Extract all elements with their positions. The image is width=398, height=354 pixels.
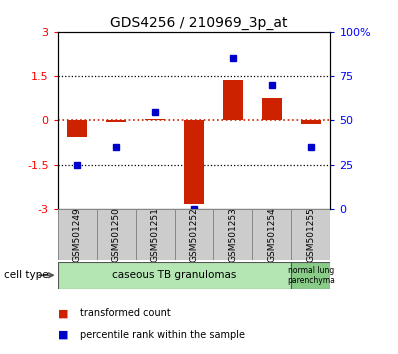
Bar bbox=[223, 80, 243, 120]
Text: percentile rank within the sample: percentile rank within the sample bbox=[80, 330, 245, 339]
Text: GSM501249: GSM501249 bbox=[73, 207, 82, 262]
Text: GSM501251: GSM501251 bbox=[150, 207, 160, 262]
Bar bbox=[262, 98, 282, 120]
Text: GDS4256 / 210969_3p_at: GDS4256 / 210969_3p_at bbox=[110, 16, 288, 30]
Bar bbox=[252, 209, 291, 260]
Bar bbox=[184, 120, 204, 205]
Bar bbox=[67, 120, 87, 137]
Text: transformed count: transformed count bbox=[80, 308, 170, 318]
Bar bbox=[145, 119, 165, 120]
Text: GSM501253: GSM501253 bbox=[228, 207, 238, 262]
Text: GSM501255: GSM501255 bbox=[306, 207, 315, 262]
Bar bbox=[291, 262, 330, 289]
Bar bbox=[136, 209, 175, 260]
Bar bbox=[175, 209, 213, 260]
Bar bbox=[301, 120, 321, 124]
Bar bbox=[291, 209, 330, 260]
Bar bbox=[58, 209, 97, 260]
Bar bbox=[106, 120, 126, 122]
Bar bbox=[213, 209, 252, 260]
Text: GSM501250: GSM501250 bbox=[111, 207, 121, 262]
Text: caseous TB granulomas: caseous TB granulomas bbox=[112, 270, 237, 280]
Text: GSM501252: GSM501252 bbox=[189, 207, 199, 262]
Bar bbox=[58, 262, 291, 289]
Text: ■: ■ bbox=[58, 308, 68, 318]
Text: cell type: cell type bbox=[4, 270, 49, 280]
Text: normal lung
parenchyma: normal lung parenchyma bbox=[287, 266, 335, 285]
Bar bbox=[97, 209, 136, 260]
Text: ■: ■ bbox=[58, 330, 68, 339]
Text: GSM501254: GSM501254 bbox=[267, 207, 277, 262]
